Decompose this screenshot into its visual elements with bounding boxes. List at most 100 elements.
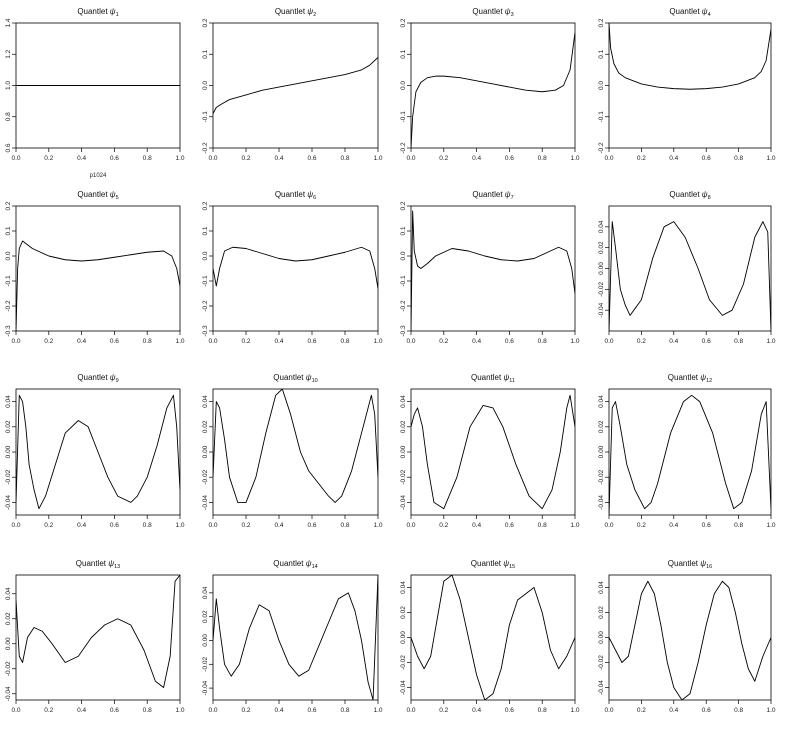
x-tick-label-7-2: 0.4 [472, 338, 481, 345]
y-tick-label-15-2: 0.00 [400, 631, 407, 644]
y-tick-label-12-2: 0.00 [598, 445, 605, 458]
x-tick-label-5-4: 0.8 [143, 338, 152, 345]
y-tick-label-10-4: 0.04 [202, 395, 209, 408]
plot-frame-4 [608, 22, 772, 149]
chart-title-index-4: 4 [708, 12, 711, 18]
plot-frame-12 [608, 388, 772, 516]
x-tick-label-8-5: 1.0 [766, 338, 775, 345]
x-tick-label-10-4: 0.8 [340, 522, 349, 529]
y-tick-label-3-3: 0.1 [400, 49, 407, 58]
x-tick-label-3-3: 0.6 [505, 155, 514, 162]
x-tick-label-4-2: 0.4 [669, 155, 678, 162]
x-tick-label-13-5: 1.0 [175, 707, 184, 714]
y-tick-label-7-2: -0.1 [400, 275, 407, 287]
x-tick-label-5-3: 0.6 [110, 338, 119, 345]
series-line-3 [411, 32, 575, 148]
x-tick-label-16-4: 0.8 [734, 707, 743, 714]
x-tick-label-13-2: 0.4 [77, 707, 86, 714]
y-tick-label-16-2: 0.00 [598, 631, 605, 644]
chart-title-symbol-13: ψ [108, 559, 114, 568]
chart-title-prefix-3: Quantlet [472, 7, 504, 16]
annotation-1: p1024 [90, 173, 107, 179]
x-tick-label-9-0: 0.0 [11, 522, 20, 529]
y-tick-label-1-4: 1.4 [5, 18, 12, 27]
y-tick-label-11-0: -0.04 [400, 495, 407, 510]
x-tick-label-9-5: 1.0 [175, 522, 184, 529]
y-tick-label-10-3: 0.02 [202, 420, 209, 433]
chart-panel-11: Quantlet ψ11 0.0 0.2 0.4 0.6 0.8 1.0 -0.04 -0.02… [400, 373, 580, 529]
x-tick-label-10-3: 0.6 [307, 522, 316, 529]
x-tick-label-7-1: 0.2 [439, 338, 448, 345]
x-tick-label-2-2: 0.4 [274, 155, 283, 162]
plot-frame-2 [212, 22, 379, 149]
y-tick-label-9-1: -0.02 [5, 469, 12, 484]
x-tick-label-14-3: 0.6 [307, 707, 316, 714]
y-tick-label-5-1: -0.2 [5, 300, 12, 312]
chart-panel-5: Quantlet ψ5 0.0 0.2 0.4 0.6 0.8 1.0 -0.3 -0.2 -0.… [5, 190, 185, 345]
y-tick-label-16-4: 0.04 [598, 581, 605, 594]
chart-title-prefix-7: Quantlet [472, 190, 504, 199]
chart-panel-14: Quantlet ψ14 0.0 0.2 0.4 0.6 0.8 1.0 -0.04 -0.02… [202, 559, 383, 714]
chart-title-prefix-5: Quantlet [77, 190, 109, 199]
y-tick-label-3-0: -0.2 [400, 142, 407, 154]
x-tick-label-7-3: 0.6 [505, 338, 514, 345]
y-tick-label-8-1: -0.02 [598, 282, 605, 297]
chart-title-6: Quantlet ψ6 [275, 190, 316, 201]
plot-frame-16 [608, 574, 772, 701]
x-tick-label-5-2: 0.4 [77, 338, 86, 345]
x-tick-label-8-4: 0.8 [734, 338, 743, 345]
series-line-13 [16, 575, 180, 688]
x-tick-label-14-2: 0.4 [274, 707, 283, 714]
chart-title-symbol-2: ψ [307, 7, 313, 16]
chart-title-index-7: 7 [511, 195, 514, 201]
y-tick-label-4-0: -0.2 [598, 142, 605, 154]
chart-title-prefix-2: Quantlet [275, 7, 307, 16]
y-tick-label-7-3: 0.0 [400, 251, 407, 260]
x-tick-label-12-2: 0.4 [669, 522, 678, 529]
plot-frame-15 [410, 574, 576, 701]
x-tick-label-14-4: 0.8 [340, 707, 349, 714]
y-tick-label-12-4: 0.04 [598, 395, 605, 408]
x-tick-label-4-5: 1.0 [766, 155, 775, 162]
x-tick-label-2-5: 1.0 [373, 155, 382, 162]
x-tick-label-3-0: 0.0 [406, 155, 415, 162]
y-tick-label-9-4: 0.04 [5, 395, 12, 408]
x-tick-label-11-1: 0.2 [439, 522, 448, 529]
chart-title-symbol-8: ψ [702, 190, 708, 199]
series-line-10 [213, 389, 378, 503]
series-line-16 [609, 580, 771, 700]
y-tick-label-16-0: -0.04 [598, 680, 605, 695]
chart-title-2: Quantlet ψ2 [275, 7, 316, 18]
x-tick-label-12-3: 0.6 [702, 522, 711, 529]
y-tick-label-4-2: 0.0 [598, 81, 605, 90]
chart-panel-7: Quantlet ψ7 0.0 0.2 0.4 0.6 0.8 1.0 -0.3 -0.2 -0.… [400, 190, 580, 345]
y-tick-label-15-1: -0.02 [400, 655, 407, 670]
chart-title-symbol-15: ψ [503, 559, 509, 568]
series-line-4 [609, 23, 771, 90]
chart-panel-9: Quantlet ψ9 0.0 0.2 0.4 0.6 0.8 1.0 -0.04 -0.02 0… [5, 373, 185, 529]
chart-title-index-3: 3 [511, 12, 514, 18]
x-tick-label-10-2: 0.4 [274, 522, 283, 529]
x-tick-label-1-0: 0.0 [11, 155, 20, 162]
x-tick-label-13-3: 0.6 [110, 707, 119, 714]
y-tick-label-13-2: 0.00 [5, 637, 12, 650]
y-tick-label-7-0: -0.3 [400, 325, 407, 337]
chart-title-index-8: 8 [708, 195, 711, 201]
y-tick-label-6-4: 0.1 [202, 226, 209, 235]
y-tick-label-7-5: 0.2 [400, 201, 407, 210]
chart-title-index-11: 11 [509, 378, 515, 384]
chart-title-index-5: 5 [116, 195, 119, 201]
chart-panel-4: Quantlet ψ4 0.0 0.2 0.4 0.6 0.8 1.0 -0.2 -0.1 0.0… [598, 7, 776, 162]
x-tick-label-10-5: 1.0 [373, 522, 382, 529]
x-tick-label-7-0: 0.0 [406, 338, 415, 345]
y-tick-label-13-1: -0.02 [5, 661, 12, 676]
chart-title-13: Quantlet ψ13 [76, 559, 120, 570]
chart-title-symbol-3: ψ [505, 7, 511, 16]
x-tick-label-14-1: 0.2 [241, 707, 250, 714]
x-tick-label-6-4: 0.8 [340, 338, 349, 345]
x-tick-label-8-2: 0.4 [669, 338, 678, 345]
plot-frame-10 [212, 388, 379, 516]
y-tick-label-4-3: 0.1 [598, 49, 605, 58]
x-tick-label-16-3: 0.6 [702, 707, 711, 714]
chart-title-14: Quantlet ψ14 [273, 559, 317, 570]
